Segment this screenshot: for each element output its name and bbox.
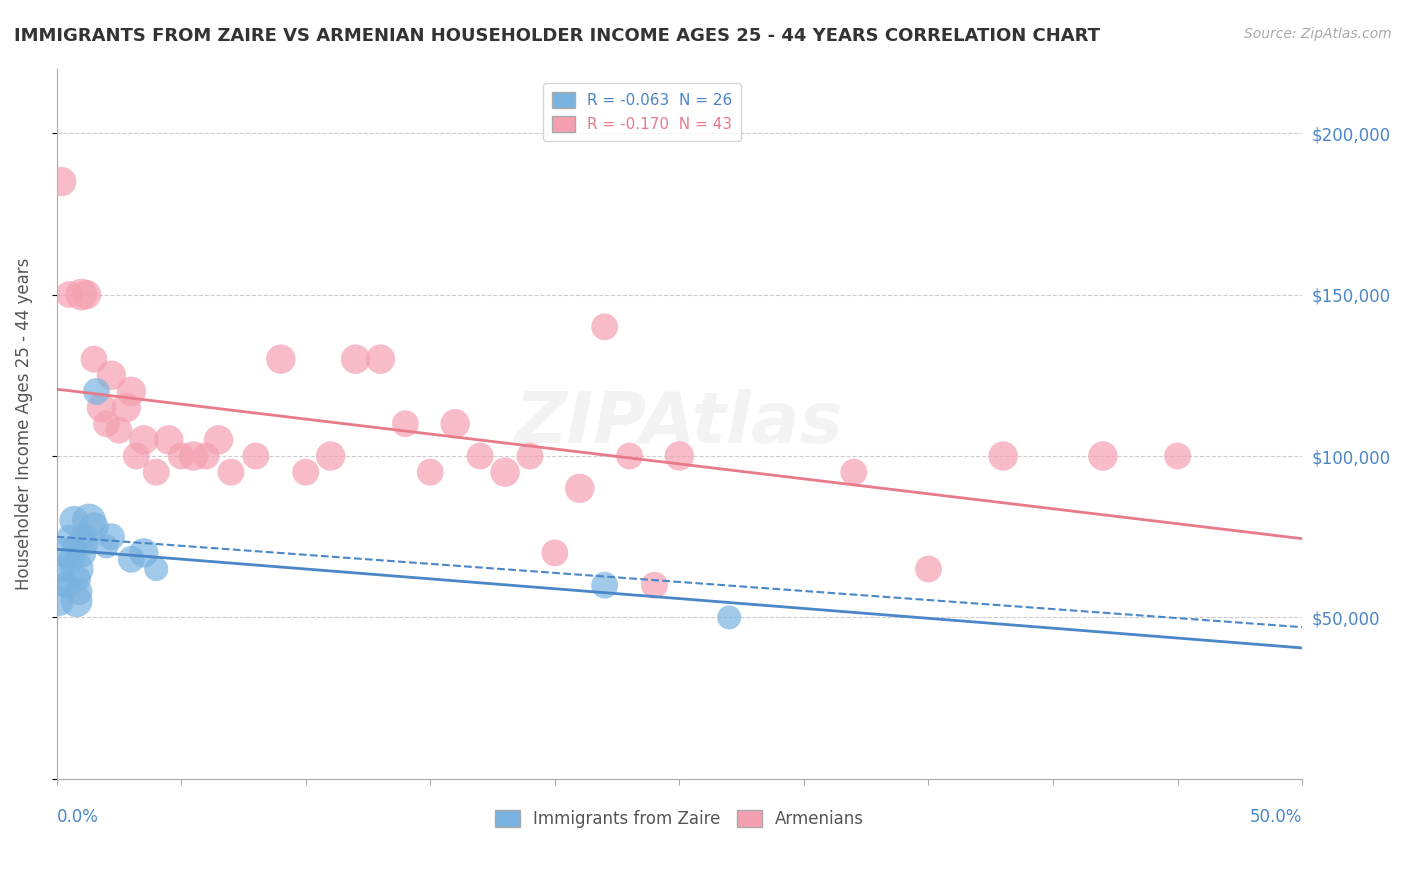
Point [145,562,167,576]
Point [115,401,138,415]
Point [1091,449,1114,463]
Point [1167,449,1189,463]
Point [65,594,87,608]
Point [108,423,131,437]
Point [96,540,118,554]
Point [195,449,218,463]
Point [100,368,122,383]
Point [53,578,76,592]
Point [718,610,741,624]
Point [70,546,93,560]
Text: ZIPAtlas: ZIPAtlas [515,389,844,458]
Point [60,552,83,566]
Point [65,562,87,576]
Text: 0.0%: 0.0% [56,807,98,825]
Point [76,536,98,550]
Point [568,481,591,495]
Point [444,417,467,431]
Point [544,546,567,560]
Point [593,319,616,334]
Point [125,449,148,463]
Point [70,287,93,301]
Point [96,417,118,431]
Point [55,578,77,592]
Point [48,594,70,608]
Point [67,584,90,599]
Point [58,287,80,301]
Point [63,514,86,528]
Point [468,449,491,463]
Point [668,449,690,463]
Point [51,562,73,576]
Y-axis label: Householder Income Ages 25 - 44 years: Householder Income Ages 25 - 44 years [15,258,32,590]
Point [294,465,316,479]
Point [51,175,73,189]
Point [394,417,416,431]
Point [83,520,105,534]
Point [319,449,342,463]
Point [419,465,441,479]
Point [157,433,180,447]
Point [917,562,939,576]
Point [245,449,267,463]
Point [219,465,242,479]
Point [183,449,205,463]
Point [132,433,155,447]
Point [90,401,112,415]
Point [593,578,616,592]
Point [207,433,229,447]
Point [63,540,86,554]
Point [120,384,142,399]
Point [86,384,108,399]
Point [53,546,76,560]
Text: 50.0%: 50.0% [1250,807,1302,825]
Point [993,449,1015,463]
Point [344,352,367,367]
Point [76,287,98,301]
Point [519,449,541,463]
Point [73,530,96,544]
Point [120,552,142,566]
Point [83,352,105,367]
Point [145,465,167,479]
Point [132,546,155,560]
Point [58,530,80,544]
Point [619,449,641,463]
Point [77,514,100,528]
Point [370,352,392,367]
Legend: Immigrants from Zaire, Armenians: Immigrants from Zaire, Armenians [488,803,870,835]
Point [270,352,292,367]
Point [100,530,122,544]
Point [170,449,193,463]
Point [643,578,665,592]
Point [67,572,90,586]
Text: Source: ZipAtlas.com: Source: ZipAtlas.com [1244,27,1392,41]
Point [842,465,865,479]
Point [494,465,516,479]
Text: IMMIGRANTS FROM ZAIRE VS ARMENIAN HOUSEHOLDER INCOME AGES 25 - 44 YEARS CORRELAT: IMMIGRANTS FROM ZAIRE VS ARMENIAN HOUSEH… [14,27,1099,45]
